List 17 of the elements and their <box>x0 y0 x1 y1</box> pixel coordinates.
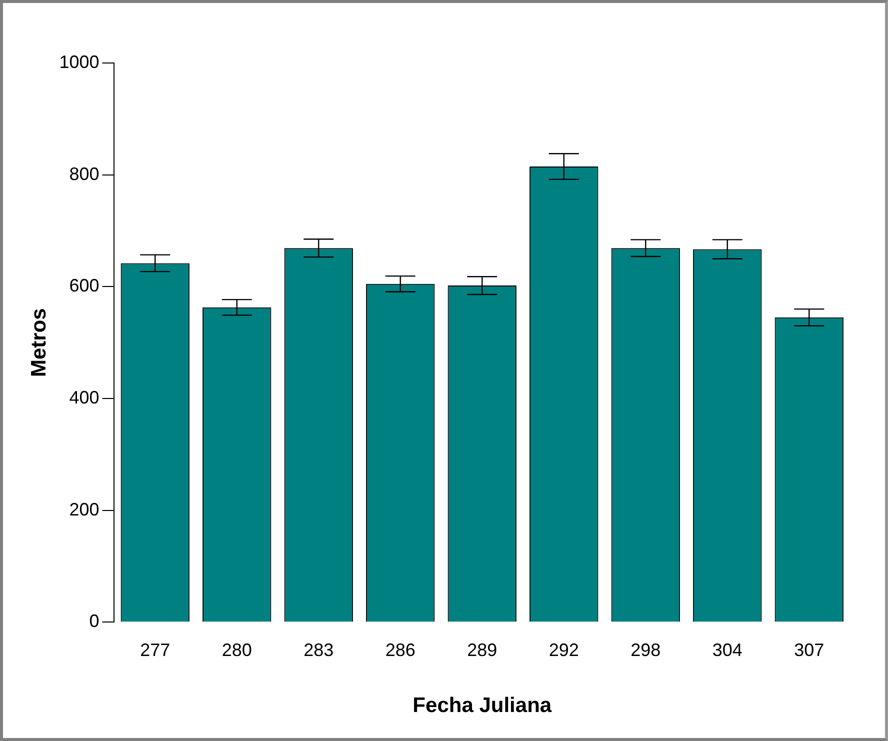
y-axis-title: Metros <box>27 308 50 378</box>
y-tick-label: 0 <box>89 611 100 632</box>
x-tick-label: 280 <box>222 640 252 660</box>
x-tick-label: 298 <box>630 640 661 660</box>
y-tick-label: 800 <box>69 164 100 184</box>
x-tick-label: 289 <box>467 640 498 660</box>
x-axis-title: Fecha Juliana <box>412 694 552 718</box>
y-tick-label: 600 <box>69 276 100 296</box>
x-tick-label: 283 <box>304 640 334 660</box>
x-tick-label: 286 <box>385 640 416 660</box>
x-tick-label: 292 <box>548 640 579 660</box>
y-tick-label: 400 <box>69 387 100 408</box>
x-tick-label: 307 <box>794 640 824 660</box>
y-tick-label: 1000 <box>59 52 100 72</box>
y-tick-label: 200 <box>69 499 100 520</box>
x-tick-label: 277 <box>140 640 170 660</box>
x-tick-label: 304 <box>712 640 742 660</box>
